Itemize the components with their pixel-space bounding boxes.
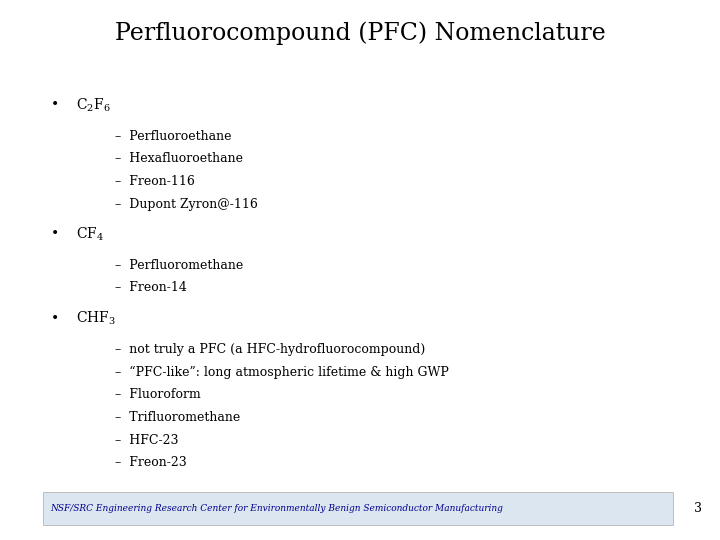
Text: –  Dupont Zyron@-116: – Dupont Zyron@-116 [115, 198, 258, 211]
Text: –  HFC-23: – HFC-23 [115, 434, 179, 447]
Text: $\mathregular{CF_4}$: $\mathregular{CF_4}$ [76, 226, 104, 243]
Text: 3: 3 [694, 502, 702, 515]
Text: –  Freon-116: – Freon-116 [115, 175, 195, 188]
Text: –  Fluoroform: – Fluoroform [115, 388, 201, 401]
Text: –  Trifluoromethane: – Trifluoromethane [115, 411, 240, 424]
Text: $\mathregular{CHF_3}$: $\mathregular{CHF_3}$ [76, 310, 116, 327]
Text: •: • [50, 312, 58, 326]
Text: –  “PFC-like”: long atmospheric lifetime & high GWP: – “PFC-like”: long atmospheric lifetime … [115, 366, 449, 379]
Text: –  Perfluoroethane: – Perfluoroethane [115, 130, 232, 143]
Text: Perfluorocompound (PFC) Nomenclature: Perfluorocompound (PFC) Nomenclature [114, 22, 606, 45]
Text: NSF/SRC Engineering Research Center for Environmentally Benign Semiconductor Man: NSF/SRC Engineering Research Center for … [50, 504, 503, 513]
Text: –  Freon-23: – Freon-23 [115, 456, 187, 469]
Text: •: • [50, 98, 58, 112]
Text: –  Hexafluoroethane: – Hexafluoroethane [115, 152, 243, 165]
Text: •: • [50, 227, 58, 241]
Text: –  not truly a PFC (a HFC-hydrofluorocompound): – not truly a PFC (a HFC-hydrofluorocomp… [115, 343, 426, 356]
Text: $\mathregular{C_2F_6}$: $\mathregular{C_2F_6}$ [76, 97, 110, 114]
Text: –  Freon-14: – Freon-14 [115, 281, 187, 294]
FancyBboxPatch shape [43, 492, 673, 525]
Text: –  Perfluoromethane: – Perfluoromethane [115, 259, 243, 272]
